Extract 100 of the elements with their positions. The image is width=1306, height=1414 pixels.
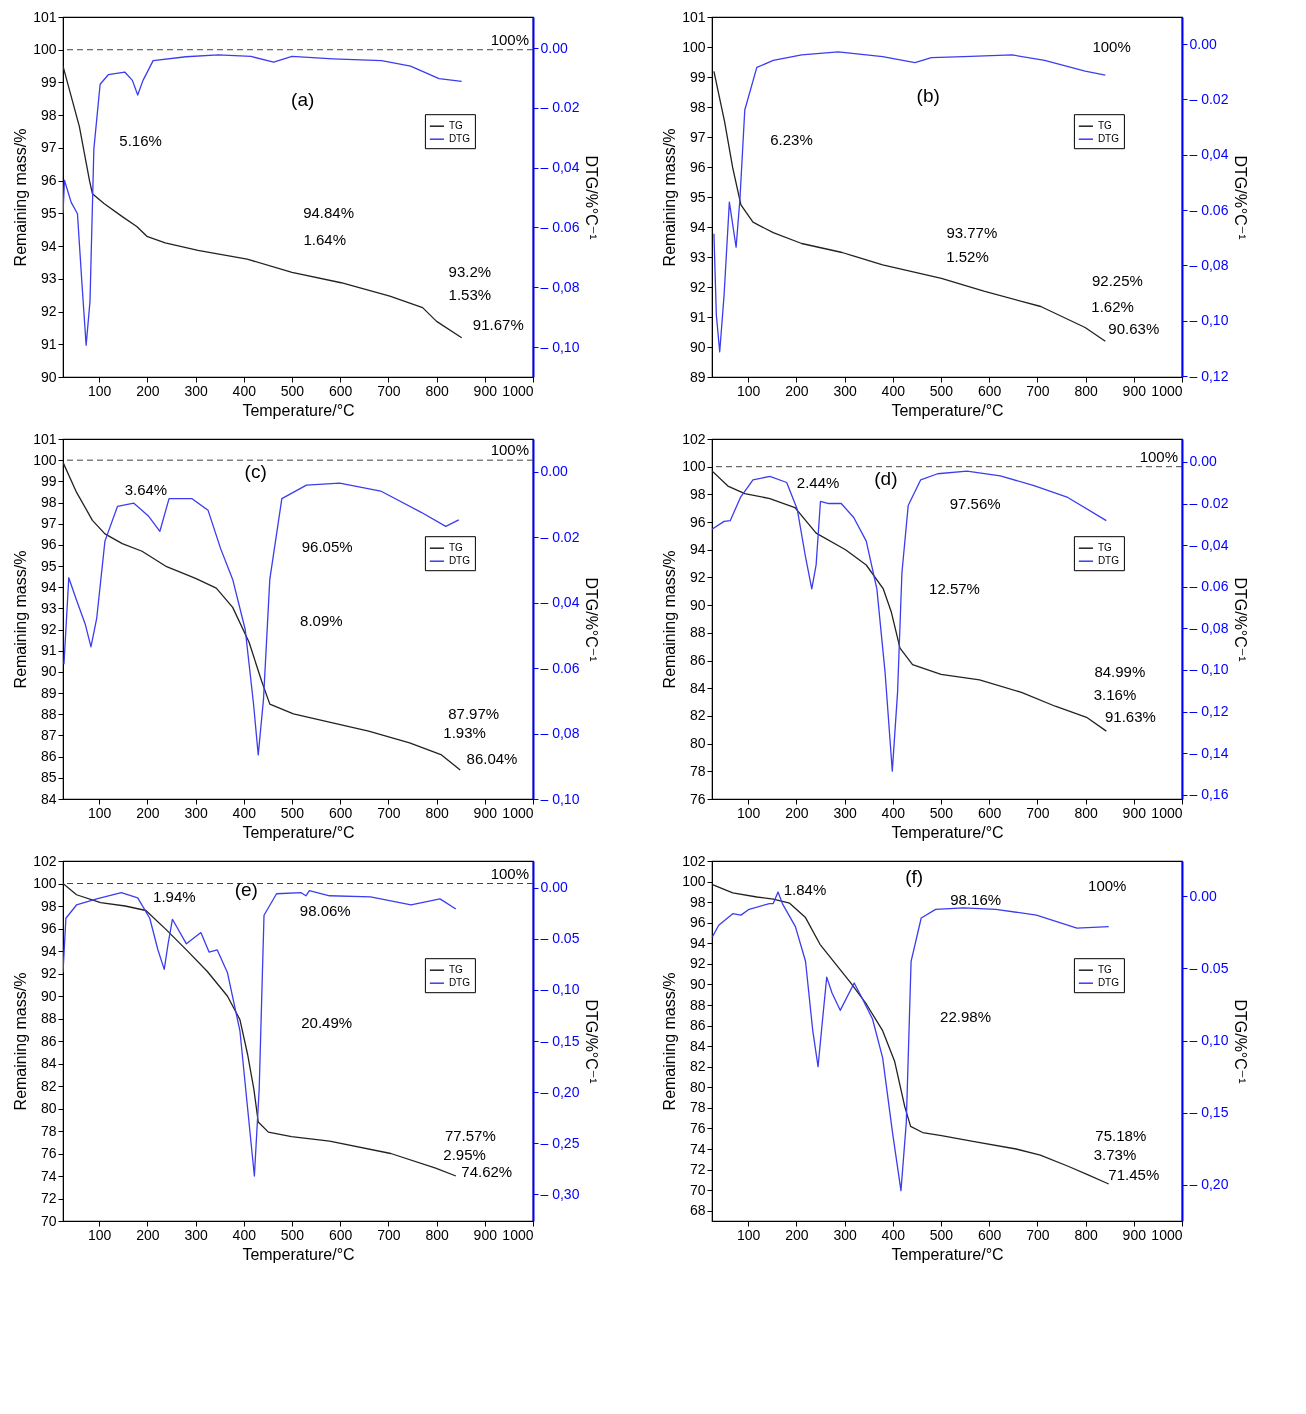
y2-tick-label: 0.00 [540,463,568,480]
y2-tick-label: – 0,15 [540,1032,580,1049]
x-tick-label: 600 [978,1226,1002,1243]
y-tick-label: 96 [689,513,706,530]
x-tick-label: 400 [881,804,906,821]
x-tick-label: 300 [833,804,857,821]
ref-line-label: 100% [1139,447,1178,465]
y2-tick-label: – 0,20 [1189,1176,1229,1193]
y2-tick-label: – 0,10 [540,338,580,355]
y2-tick-label: – 0.05 [1189,959,1229,976]
y-tick-label: 98 [689,485,706,502]
y-tick-label: 82 [40,1077,57,1094]
y-tick-label: 80 [40,1100,57,1116]
y-tick-label: 98 [689,893,706,910]
y-tick-label: 98 [40,897,57,914]
x-tick-label: 600 [329,382,353,399]
x-tick-label: 1000 [502,1226,534,1243]
x-tick-label: 1000 [1151,382,1183,399]
y-tick-label: 102 [33,852,57,869]
y-tick-label: 90 [689,338,706,355]
ref-line-label: 100% [490,30,529,48]
y-tick-label: 98 [40,494,57,511]
x-tick-label: 400 [881,1226,906,1243]
x-tick-label: 700 [1026,1226,1050,1243]
annotation: 3.16% [1093,686,1137,704]
y-tick-label: 84 [689,1037,706,1054]
y2-tick-label: – 0,12 [1189,367,1229,384]
y2-tick-label: 0.00 [540,879,568,896]
x-tick-label: 700 [377,1226,401,1243]
text: (c) [244,460,267,482]
x-tick-label: 800 [425,382,449,399]
x-axis-title: Temperature/°C [242,1245,355,1263]
y-tick-label: 92 [689,568,706,585]
annotation: 22.98% [940,1008,991,1026]
x-tick-label: 800 [1074,804,1098,821]
annotation: 2.95% [443,1145,486,1163]
x-tick-label: 200 [785,382,809,399]
x-tick-label: 800 [1074,382,1098,399]
annotation: 97.56% [949,494,1001,512]
y2-tick-label: – 0,30 [540,1185,580,1202]
y-tick-label: 74 [40,1167,57,1184]
y-tick-label: 91 [689,308,706,325]
x-tick-label: 100 [736,804,761,821]
annotation: 3.73% [1093,1146,1137,1164]
legend-label: DTG [448,555,471,567]
annotation: 100% [1088,876,1127,894]
annotation: 93.77% [946,224,998,241]
y-axis-title: Remaining mass/% [12,550,30,689]
x-tick-label: 200 [136,1226,160,1243]
y2-tick-label: 0.00 [1189,35,1217,52]
y-tick-label: 70 [689,1181,706,1198]
x-tick-label: 300 [184,1226,208,1243]
y-tick-label: 91 [40,335,57,352]
y-tick-label: 94 [689,218,706,235]
y-tick-label: 96 [40,172,57,189]
x-tick-label: 300 [833,1226,857,1243]
y-tick-label: 91 [40,642,57,659]
y2-tick-label: – 0.05 [540,930,580,947]
y-tick-label: 90 [40,368,57,385]
y-tick-label: 94 [40,578,57,595]
y2-axis-title: DTG/%°C⁻¹ [583,577,601,662]
legend-label: DTG [1097,555,1120,567]
y-tick-label: 94 [40,942,57,959]
text: (b) [916,85,940,107]
x-tick-label: 600 [978,804,1002,821]
y-axis-title: Remaining mass/% [661,128,679,267]
x-axis-title: Temperature/°C [242,401,355,419]
annotation: 98.06% [299,901,351,919]
annotation: 6.23% [770,131,813,148]
legend-label: DTG [448,133,471,145]
x-tick-label: 700 [377,804,401,821]
y-tick-label: 89 [689,368,706,385]
annotation: 1.62% [1091,297,1134,315]
y-tick-label: 88 [40,1010,57,1026]
y-tick-label: 97 [40,515,57,532]
x-axis-title: Temperature/°C [891,823,1004,841]
y-tick-label: 76 [689,790,706,807]
y-tick-label: 99 [689,68,706,85]
text: (e) [234,879,258,900]
y2-axis-title: DTG/%°C⁻¹ [1232,577,1250,662]
y2-axis-title: DTG/%°C⁻¹ [1232,155,1250,240]
x-tick-label: 400 [232,1226,257,1243]
y-tick-label: 86 [40,748,57,765]
y-tick-label: 82 [689,1058,706,1075]
y-tick-label: 95 [40,204,57,221]
legend-label: TG [448,542,464,554]
y-tick-label: 94 [689,541,706,558]
annotation: 3.64% [124,480,168,498]
y2-tick-label: – 0,08 [540,278,580,295]
y-tick-label: 72 [689,1161,706,1178]
y-tick-label: 92 [40,621,57,638]
y-tick-label: 101 [682,8,706,25]
y-tick-label: 72 [40,1190,57,1206]
annotation: 86.04% [466,749,518,767]
x-tick-label: 500 [929,804,954,821]
y-tick-label: 93 [40,270,57,287]
x-axis-title: Temperature/°C [242,823,355,841]
x-tick-label: 500 [280,1226,305,1243]
y-tick-label: 82 [689,707,706,724]
y2-tick-label: 0.00 [1189,453,1217,470]
